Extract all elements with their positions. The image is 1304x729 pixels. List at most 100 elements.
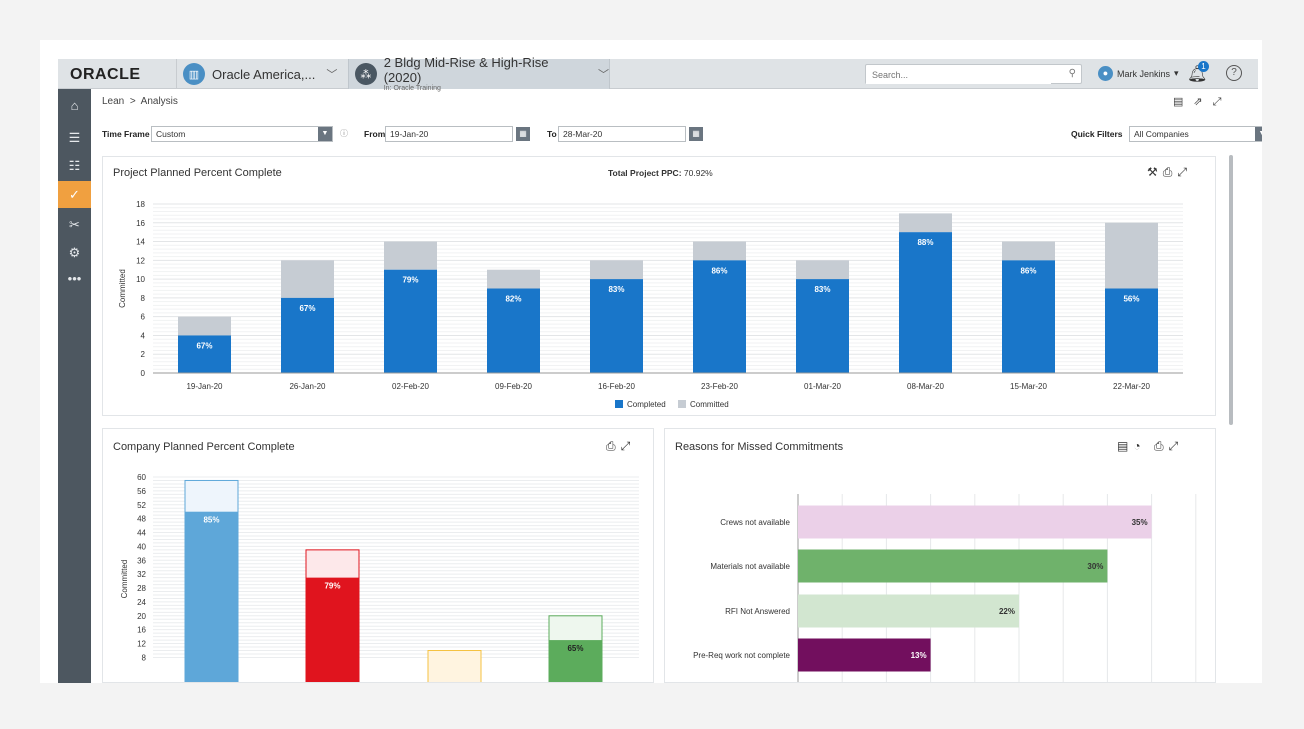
user-menu[interactable]: ● Mark Jenkins ▾ [1098,66,1179,81]
to-date-input[interactable]: 28-Mar-20 [558,126,686,142]
project-icon: ⁂ [355,63,377,85]
time-frame-value: Custom [156,129,186,139]
bar-data-label: 83% [608,285,624,294]
bar-committed [487,269,540,289]
bar-data-label: 88% [917,238,933,247]
notifications-button[interactable]: 🔔︎ 1 [1187,61,1209,84]
panel-title: Reasons for Missed Commitments [675,441,844,453]
missed-commitments-panel: Reasons for Missed Commitments ▤◔ ⎙⤢ 012… [664,428,1216,683]
legend-label-committed: Committed [690,400,729,409]
time-frame-select[interactable]: Custom ▼ [151,126,333,142]
info-icon[interactable]: ⓘ [340,129,348,138]
bar-committed [590,260,643,280]
bar-completed [1105,288,1158,373]
y-tick-label: 6 [141,313,146,322]
bar-data-label: 13% [911,651,927,660]
home-icon[interactable]: ⌂ [70,98,79,113]
export-icon[interactable]: ⇗ [1193,96,1213,108]
panel-title: Project Planned Percent Complete [113,167,282,179]
y-tick-label: 52 [137,501,146,510]
document-icon[interactable]: ▤ [1173,96,1194,108]
y-tick-label: 16 [136,219,145,228]
avatar: ● [1098,66,1113,81]
chevron-down-icon: ﹀ [598,69,609,81]
bar-committed [1105,222,1158,289]
app-window: ORACLE ▥ Oracle America,... ﹀ ⁂ 2 Bldg M… [40,40,1262,683]
legend-swatch-committed [678,400,686,408]
calendar-icon[interactable]: ▦ [689,127,703,141]
project-selector[interactable]: ⁂ 2 Bldg Mid-Rise & High-Rise (2020) In:… [348,55,610,92]
expand-icon[interactable]: ⤢ [1177,165,1192,179]
to-date-value: 28-Mar-20 [563,129,603,139]
x-tick-label: 19-Jan-20 [186,382,223,391]
sidebar: ⌂ ☰ ☷ ✓ ✂ ⚙ ••• [58,89,91,683]
schedule-icon[interactable]: ☷ [68,158,81,173]
y-tick-label: 20 [137,612,146,621]
user-name: Mark Jenkins [1117,68,1171,79]
bar-completed [185,511,238,682]
x-tick-label: 22-Mar-20 [1113,382,1150,391]
breadcrumb: Lean > Analysis [102,96,178,107]
list-icon[interactable]: ☰ [68,130,81,145]
project-subtitle: In: Oracle Training [383,85,441,92]
calendar-icon[interactable]: ▦ [516,127,530,141]
print-icon[interactable]: ⎙ [606,439,621,453]
x-tick-label: 02-Feb-20 [392,382,429,391]
tools-icon[interactable]: ⚒ [1147,165,1163,179]
notification-badge: 1 [1198,61,1209,72]
scrollbar[interactable] [1229,155,1233,425]
clipboard-check-icon[interactable]: ✓ [58,181,91,208]
from-label: From [364,129,386,139]
bar-data-label: 82% [505,295,521,304]
y-tick-label: 32 [137,570,146,579]
bar-chart-icon[interactable]: ▤ [1117,439,1134,453]
more-icon[interactable]: ••• [67,271,82,286]
expand-icon[interactable]: ⤢ [620,439,636,453]
bar-completed [281,297,334,373]
bar-completed [384,269,437,373]
y-tick-label: 4 [141,331,146,340]
y-tick-label: 8 [141,294,146,303]
top-bar: ORACLE ▥ Oracle America,... ﹀ ⁂ 2 Bldg M… [58,55,1258,92]
x-tick-label: 26-Jan-20 [289,382,326,391]
expand-icon[interactable]: ⤢ [1168,439,1184,453]
category-label: RFI Not Answered [725,607,790,616]
print-icon[interactable]: ⎙ [1162,165,1178,179]
pie-chart-icon[interactable]: ◔ [1133,439,1146,453]
y-tick-label: 36 [137,556,146,565]
tools-icon[interactable]: ✂ [69,217,80,232]
company-selector[interactable]: ▥ Oracle America,... ﹀ [176,59,348,89]
breadcrumb-lean[interactable]: Lean [102,96,125,107]
x-tick-label: 08-Mar-20 [907,382,944,391]
category-label: Crews not available [720,518,790,527]
search-icon[interactable]: ⚲ [1068,68,1076,79]
bar-committed [1002,241,1055,261]
bar-data-label: 79% [324,582,340,591]
bar-data-label: 65% [567,644,583,653]
bar-completed [590,279,643,373]
dropdown-icon: ▼ [1255,127,1262,141]
from-date-input[interactable]: 19-Jan-20 [385,126,513,142]
building-icon: ▥ [183,63,205,85]
y-axis-label: Committed [120,560,129,599]
x-tick-label: 16-Feb-20 [598,382,635,391]
bar-committed [384,241,437,270]
help-icon[interactable]: ? [1226,65,1242,81]
project-name: 2 Bldg Mid-Rise & High-Rise (2020) [383,55,549,85]
expand-icon[interactable]: ⤢ [1212,96,1232,108]
search-input[interactable] [866,66,1051,84]
bar [798,505,1152,539]
search-box[interactable]: ⚲ [865,64,1082,84]
gear-icon[interactable]: ⚙ [68,245,81,260]
y-tick-label: 12 [136,256,145,265]
bar-data-label: 79% [402,276,418,285]
print-icon[interactable]: ⎙ [1153,439,1169,453]
x-tick-label: 23-Feb-20 [701,382,738,391]
quick-filters-select[interactable]: All Companies ▼ [1129,126,1262,142]
bar-committed [427,650,482,682]
y-tick-label: 56 [137,487,146,496]
caret-down-icon: ▾ [1174,68,1179,78]
total-ppc: Total Project PPC: 70.92% [608,168,713,178]
y-tick-label: 18 [136,200,145,209]
company-ppc-panel: Company Planned Percent Complete ⎙⤢ 8 12 1… [102,428,654,683]
